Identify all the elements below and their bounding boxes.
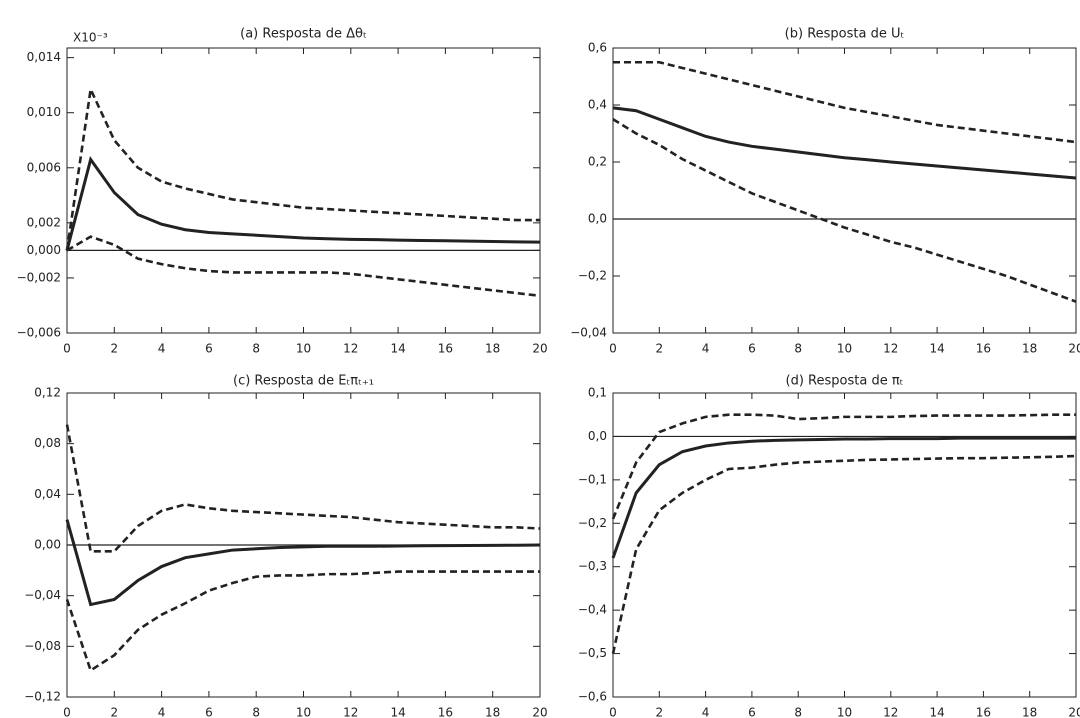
band-line [613, 60, 1077, 144]
y-tick-label: −0,08 [24, 639, 61, 653]
x-tick-label: 10 [296, 342, 311, 356]
x-tick-label: 18 [485, 706, 500, 718]
band-line [611, 454, 1077, 654]
x-tick-label: 2 [655, 706, 663, 718]
x-tick-label: 2 [655, 342, 663, 356]
x-tick-label: 8 [252, 342, 260, 356]
x-tick-label: 10 [837, 342, 852, 356]
x-tick-label: 6 [748, 342, 756, 356]
x-tick-label: 20 [1068, 706, 1080, 718]
y-tick-label: −0,4 [578, 603, 607, 617]
y-tick-label: 0,08 [34, 436, 61, 450]
y-multiplier: X10⁻³ [73, 31, 108, 45]
response-line [65, 156, 541, 251]
y-tick-label: 0,12 [34, 386, 61, 400]
chart-title: (b) Resposta de Uₜ [785, 27, 905, 42]
y-tick-label: −0,04 [24, 588, 61, 602]
plot-frame [66, 47, 541, 334]
plot-frame [612, 47, 1077, 334]
response-line [65, 519, 541, 607]
y-tick-label: −0,04 [570, 326, 607, 340]
x-tick-label: 8 [794, 706, 802, 718]
x-tick-label: 0 [63, 342, 71, 356]
x-tick-label: 4 [158, 706, 166, 718]
x-tick-label: 4 [158, 342, 166, 356]
band-line [65, 570, 540, 673]
y-tick-label: −0,3 [578, 559, 607, 573]
band-line [612, 118, 1077, 303]
x-tick-label: 14 [390, 342, 405, 356]
y-tick-label: 0,00 [34, 538, 61, 552]
y-tick-label: −0,002 [17, 270, 61, 284]
x-tick-label: 0 [63, 706, 71, 718]
y-tick-label: −0,5 [578, 646, 607, 660]
x-tick-label: 6 [748, 706, 756, 718]
y-tick-label: 0,000 [27, 243, 61, 257]
x-tick-label: 8 [794, 342, 802, 356]
y-tick-label: 0,014 [27, 50, 61, 64]
band-line [611, 413, 1076, 520]
response-line [612, 106, 1077, 180]
response-line [611, 436, 1076, 559]
x-tick-label: 6 [205, 706, 213, 718]
y-tick-label: −0,2 [578, 516, 607, 530]
x-tick-label: 0 [609, 706, 617, 718]
y-tick-label: −0,1 [578, 472, 607, 486]
band-line [65, 84, 540, 251]
x-tick-label: 12 [343, 706, 358, 718]
band-line [65, 424, 541, 553]
x-tick-label: 20 [1068, 342, 1080, 356]
x-tick-label: 14 [929, 342, 944, 356]
x-tick-label: 12 [883, 706, 898, 718]
x-tick-label: 0 [609, 342, 617, 356]
x-tick-label: 8 [252, 706, 260, 718]
x-tick-label: 2 [110, 706, 118, 718]
x-tick-label: 16 [438, 342, 453, 356]
x-tick-label: 16 [976, 342, 991, 356]
x-tick-label: 20 [532, 706, 547, 718]
y-tick-label: 0,006 [27, 160, 61, 174]
x-tick-label: 4 [702, 706, 710, 718]
x-tick-label: 16 [438, 706, 453, 718]
y-tick-label: 0,2 [588, 155, 607, 169]
y-tick-label: −0,12 [24, 690, 61, 704]
x-tick-label: 18 [1022, 342, 1037, 356]
y-tick-label: −0,2 [578, 269, 607, 283]
x-tick-label: 16 [976, 706, 991, 718]
y-tick-label: 0,002 [27, 215, 61, 229]
x-tick-label: 18 [1022, 706, 1037, 718]
y-tick-label: 0,4 [588, 98, 607, 112]
y-tick-label: −0,006 [17, 326, 61, 340]
y-tick-label: 0,04 [34, 487, 61, 501]
band-line [66, 235, 541, 298]
x-tick-label: 12 [343, 342, 358, 356]
x-tick-label: 6 [205, 342, 213, 356]
chart-title: (c) Resposta de Eₜπₜ₊₁ [233, 374, 374, 389]
x-tick-label: 12 [883, 342, 898, 356]
chart-title: (a) Resposta de Δθₜ [240, 27, 367, 42]
y-tick-label: −0,6 [578, 690, 607, 704]
x-tick-label: 4 [702, 342, 710, 356]
y-tick-label: 0,010 [27, 105, 61, 119]
y-tick-label: 0,1 [588, 386, 607, 400]
chart-title: (d) Resposta de πₜ [786, 374, 904, 389]
x-tick-label: 18 [485, 342, 500, 356]
x-tick-label: 2 [110, 342, 118, 356]
x-tick-label: 10 [296, 706, 311, 718]
y-tick-label: 0,6 [588, 41, 607, 55]
x-tick-label: 20 [532, 342, 547, 356]
x-tick-label: 10 [837, 706, 852, 718]
x-tick-label: 14 [929, 706, 944, 718]
y-tick-label: 0,0 [588, 212, 607, 226]
y-tick-label: 0,0 [588, 429, 607, 443]
x-tick-label: 14 [390, 706, 405, 718]
